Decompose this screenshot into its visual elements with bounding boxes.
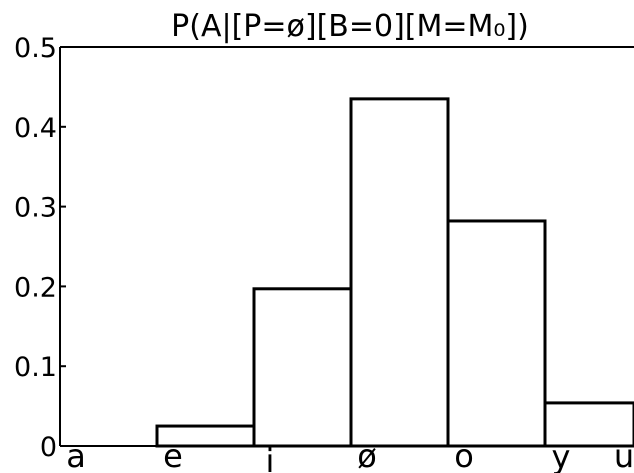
- bars-group: [155, 97, 634, 448]
- bar-o: [446, 219, 547, 448]
- bar-ø: [349, 97, 450, 448]
- chart-title: P(A|[P=ø][B=0][M=M₀]): [171, 9, 529, 44]
- y-tick-label: 0.1: [14, 352, 57, 383]
- x-category-label-i: i: [266, 442, 275, 473]
- x-category-label-e: e: [163, 437, 183, 473]
- x-category-label-a: a: [66, 437, 86, 473]
- x-category-label-u: u: [614, 437, 634, 473]
- y-ticks-group: 0 0.1 0.2 0.3 0.4 0.5: [14, 33, 66, 463]
- y-tick-label: 0.4: [14, 113, 57, 144]
- x-category-label-ø: ø: [357, 437, 377, 473]
- bar-i: [252, 287, 353, 448]
- x-category-label-y: y: [552, 438, 571, 473]
- y-tick-label: 0.3: [14, 193, 57, 224]
- y-tick-label: 0: [40, 432, 57, 463]
- x-category-label-o: o: [454, 437, 474, 473]
- bar-y: [543, 401, 634, 448]
- y-tick-label: 0.5: [14, 33, 57, 64]
- axes-group: [59, 46, 634, 447]
- y-tick-label: 0.2: [14, 272, 57, 303]
